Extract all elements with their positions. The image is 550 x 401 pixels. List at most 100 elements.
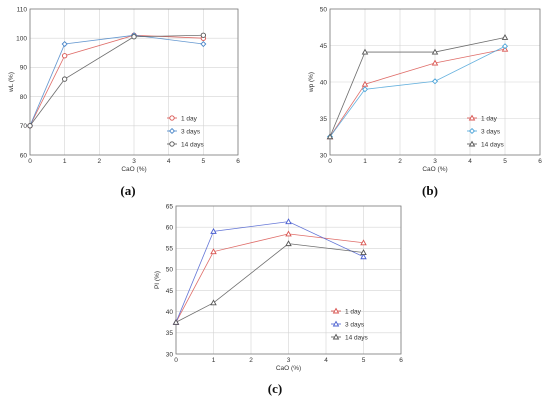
data-point [27,123,33,129]
x-tick-label: 1 [363,158,367,165]
data-point [360,249,367,255]
data-point [360,239,367,246]
legend-label: 3 days [345,321,365,328]
data-point [210,299,217,306]
data-point [62,76,68,82]
x-tick-label: 4 [468,158,472,165]
x-tick-label: 1 [63,158,67,165]
x-tick-label: 0 [328,158,332,165]
legend-marker [332,333,340,340]
y-tick-label: 90 [20,65,28,72]
data-point [361,86,369,93]
legend-label: 3 days [181,128,201,135]
legend-marker [332,307,340,314]
x-tick-label: 5 [202,158,206,165]
y-tick-label: 110 [17,6,28,13]
series-line [329,37,506,137]
series-line [329,45,506,137]
x-axis-label: CaO (%) [422,166,447,173]
data-point [431,48,439,55]
legend-marker [332,320,340,327]
x-tick-label: 0 [28,158,32,165]
y-tick-label: 45 [166,288,174,295]
y-tick-label: 50 [320,6,328,13]
x-tick-label: 3 [287,357,291,364]
y-tick-label: 30 [320,152,328,159]
x-tick-label: 6 [399,357,403,364]
x-tick-label: 0 [174,357,178,364]
legend-marker [169,141,175,147]
data-point [210,248,217,255]
x-tick-label: 4 [324,357,328,364]
data-point [501,43,509,50]
data-point [431,59,439,66]
data-point [360,253,367,260]
plot-frame [329,8,541,156]
y-tick-label: 50 [166,267,174,274]
data-point [62,53,68,59]
legend-marker [468,127,476,135]
y-tick-label: 40 [320,79,328,86]
series-line [175,233,364,323]
y-tick-label: 40 [166,309,174,316]
x-tick-label: 2 [398,158,402,165]
legend-label: 14 days [481,141,505,148]
data-point [210,227,217,234]
data-point [285,240,292,247]
legend-label: 14 days [181,141,205,148]
panel-label: (b) [422,183,438,198]
y-tick-label: 45 [320,43,328,50]
series-line [29,34,204,126]
y-axis-label: PI (%) [154,271,161,289]
panel-label: (c) [268,381,282,396]
legend-label: 1 day [481,115,498,122]
x-tick-label: 2 [249,357,253,364]
data-point [431,78,439,85]
y-tick-label: 65 [166,203,174,210]
data-point [361,80,369,87]
x-tick-label: 2 [98,158,102,165]
y-tick-label: 35 [166,330,174,337]
data-point [200,41,207,48]
data-point [285,230,292,237]
x-axis-label: CaO (%) [276,365,301,372]
plot-frame [175,205,402,355]
chart-panel-1: 60 70 80 90 100 110 0 1 2 3 4 5 6 CaO (%) wL (%) 1 day 3… [8,6,240,198]
data-point [326,133,334,140]
y-tick-label: 55 [166,246,174,253]
x-tick-label: 4 [167,158,171,165]
series-line [329,48,506,137]
series-line [29,34,204,126]
panel-label: (a) [120,183,135,198]
y-axis-label: wL (%) [8,72,15,93]
legend-label: 3 days [481,128,501,135]
series-line [175,221,364,323]
x-tick-label: 3 [433,158,437,165]
data-point [501,34,509,40]
data-point [61,41,68,48]
y-tick-label: 60 [166,224,174,231]
y-tick-label: 80 [20,94,28,101]
legend-marker [169,115,175,121]
plot-frame [29,8,239,156]
legend-marker [468,114,476,121]
y-axis-label: wp (%) [308,72,315,93]
data-point [285,218,292,225]
data-point [200,32,206,38]
x-tick-label: 1 [212,357,216,364]
y-tick-label: 60 [20,152,28,159]
x-tick-label: 3 [132,158,136,165]
x-tick-label: 5 [503,158,507,165]
legend-label: 14 days [345,334,369,341]
legend-label: 1 day [345,308,362,315]
legend-marker [168,127,176,135]
y-tick-label: 100 [16,36,27,43]
data-point [131,34,137,40]
series-line [29,34,204,127]
x-axis-label: CaO (%) [121,166,146,173]
legend-label: 1 day [181,115,198,122]
x-tick-label: 6 [236,158,240,165]
